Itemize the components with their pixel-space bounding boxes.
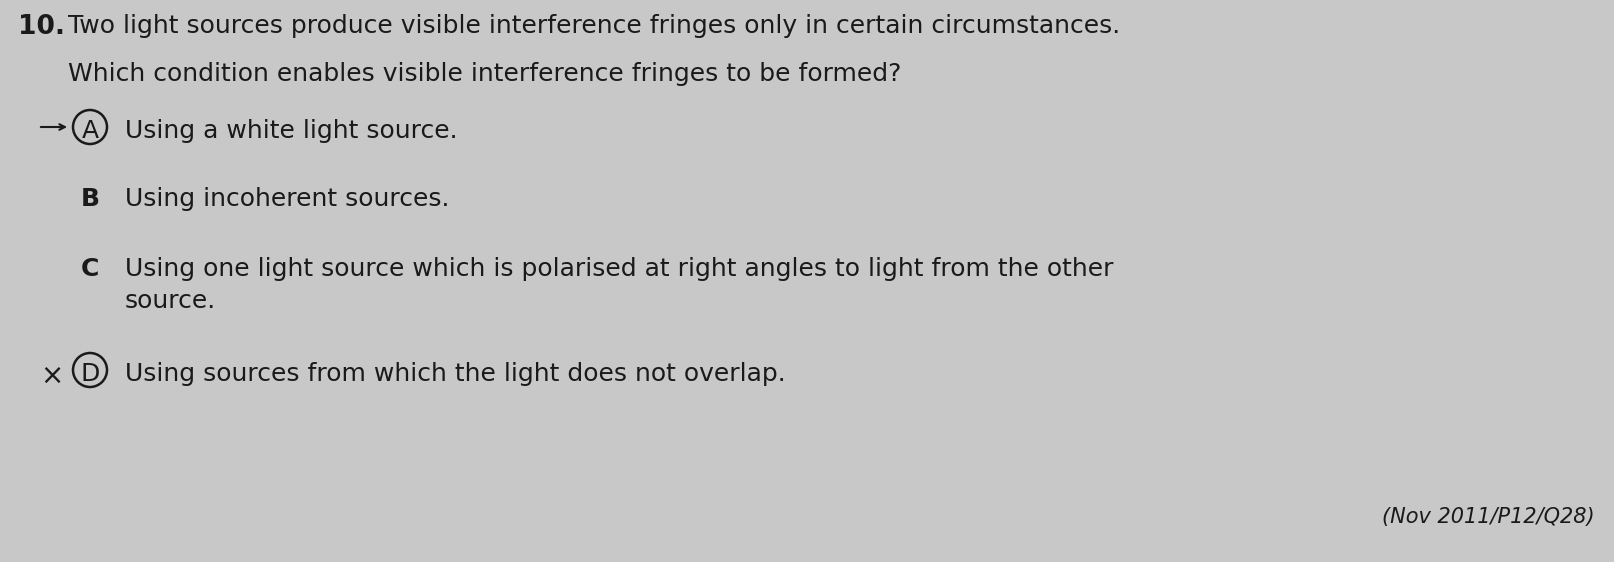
Text: A: A [81,119,98,143]
Text: (Nov 2011/P12/Q28): (Nov 2011/P12/Q28) [1382,507,1595,527]
Text: C: C [81,257,98,281]
Text: Using sources from which the light does not overlap.: Using sources from which the light does … [124,362,786,386]
Text: Using a white light source.: Using a white light source. [124,119,457,143]
Text: source.: source. [124,289,216,313]
Text: 10.: 10. [18,14,65,40]
Text: Two light sources produce visible interference fringes only in certain circumsta: Two light sources produce visible interf… [68,14,1120,38]
Text: B: B [81,187,100,211]
Text: Using one light source which is polarised at right angles to light from the othe: Using one light source which is polarise… [124,257,1112,281]
Text: Using incoherent sources.: Using incoherent sources. [124,187,449,211]
Text: ×: × [40,362,63,390]
Text: Which condition enables visible interference fringes to be formed?: Which condition enables visible interfer… [68,62,901,86]
Text: D: D [81,362,100,386]
